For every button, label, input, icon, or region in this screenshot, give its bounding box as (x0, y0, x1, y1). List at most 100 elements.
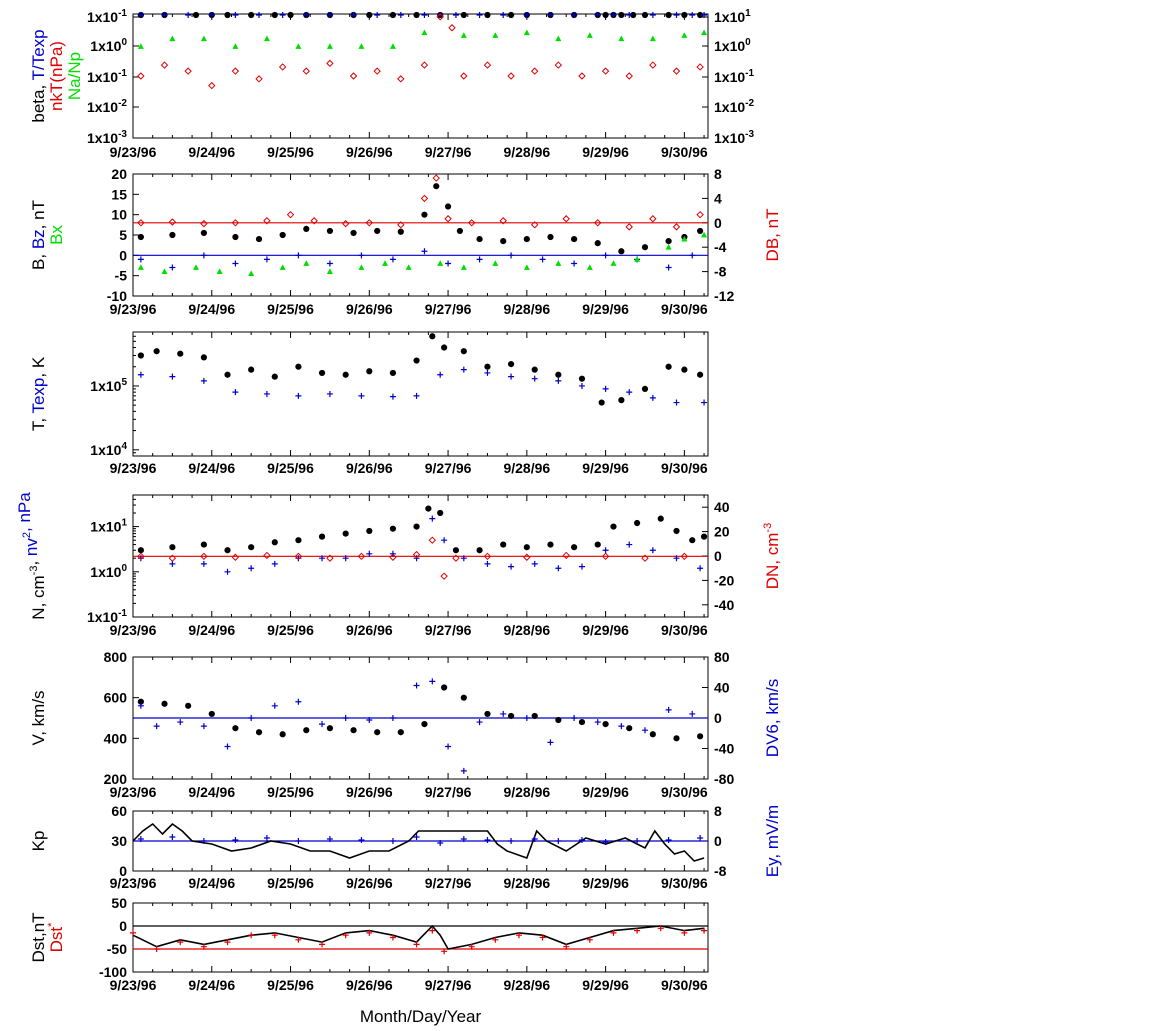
x-tick-label: 9/27/96 (425, 784, 472, 800)
x-tick-label: 9/23/96 (110, 622, 157, 638)
data-point (185, 702, 192, 709)
y-tick-label-right: 1x10-3 (714, 129, 754, 146)
data-point (571, 715, 578, 721)
data-point (224, 11, 231, 19)
data-point (382, 260, 389, 266)
y-tick-label-right: 0 (714, 548, 722, 564)
data-point (428, 536, 437, 544)
y-tick-label: 1x10-3 (87, 129, 127, 146)
y-axis-label: T, Texp, K (29, 356, 48, 431)
data-point (700, 533, 708, 540)
data-point (350, 12, 357, 18)
data-point (310, 217, 318, 225)
data-point (508, 563, 515, 570)
data-point (507, 360, 515, 368)
data-point (168, 554, 177, 562)
series (137, 11, 704, 19)
data-point (484, 11, 491, 19)
data-point (295, 936, 302, 943)
data-point (555, 371, 562, 378)
data-point (287, 11, 294, 19)
series (137, 536, 689, 580)
x-tick-label: 9/30/96 (661, 875, 708, 891)
data-point (452, 554, 460, 562)
y-tick-label-right: 20 (714, 524, 730, 540)
data-point (626, 389, 633, 396)
data-point (539, 256, 546, 263)
data-point (326, 725, 334, 732)
panel-p5: 9/23/96 9/24/96 9/25/96 9/26/96 9/27/96 9/28/… (29, 649, 782, 800)
data-point (231, 219, 240, 227)
series (137, 505, 708, 554)
data-point (523, 29, 530, 36)
data-point (200, 252, 207, 259)
data-point (432, 174, 440, 182)
data-point (366, 11, 373, 19)
data-point (318, 533, 326, 540)
data-point (697, 11, 704, 19)
data-point (208, 710, 215, 718)
y-tick-label: 800 (104, 649, 128, 665)
data-point (421, 248, 428, 255)
data-point (318, 369, 326, 377)
data-point (547, 233, 554, 241)
x-tick-label: 9/28/96 (503, 144, 550, 160)
data-point (389, 553, 397, 561)
data-point (389, 11, 397, 19)
data-point (184, 67, 192, 75)
data-point (594, 240, 601, 247)
data-point (531, 836, 538, 842)
data-point (161, 700, 168, 707)
data-point (326, 554, 334, 562)
data-point (555, 35, 562, 42)
y-tick-label: 1x10-1 (87, 68, 127, 85)
series (137, 13, 704, 90)
x-tick-label: 9/27/96 (425, 301, 472, 317)
data-point (413, 357, 420, 364)
x-tick-label: 9/23/96 (110, 784, 157, 800)
data-point (232, 233, 239, 241)
data-point (441, 684, 448, 691)
data-point (200, 838, 207, 844)
data-point (200, 560, 207, 567)
data-point (397, 729, 404, 736)
data-point (460, 767, 467, 774)
data-point (500, 541, 507, 548)
data-point (578, 375, 586, 382)
data-point (397, 75, 405, 83)
data-point (681, 366, 688, 373)
data-point (169, 834, 176, 840)
data-point (397, 228, 404, 235)
series (137, 231, 708, 277)
data-point (365, 219, 374, 227)
data-point (263, 217, 271, 225)
x-tick-label: 9/25/96 (267, 460, 314, 476)
data-point (571, 260, 578, 267)
x-tick-label: 9/27/96 (425, 622, 472, 638)
data-point (271, 373, 278, 380)
x-tick-label: 9/25/96 (267, 301, 314, 317)
x-tick-label: 9/23/96 (110, 875, 157, 891)
data-point (681, 235, 688, 242)
data-point (492, 32, 499, 38)
data-point (578, 382, 585, 389)
data-point (137, 256, 144, 263)
data-point (555, 377, 562, 384)
y-tick-label-right: 0 (714, 833, 722, 849)
data-point (248, 270, 255, 277)
data-point (610, 260, 617, 266)
data-point (397, 12, 404, 18)
data-point (437, 12, 444, 18)
data-point (232, 43, 239, 49)
data-point (547, 541, 554, 548)
data-point (618, 723, 625, 730)
data-point (319, 721, 326, 728)
x-tick-label: 9/28/96 (503, 784, 550, 800)
data-point (649, 12, 656, 18)
data-point (358, 252, 365, 259)
data-point (263, 551, 271, 560)
data-point (295, 537, 302, 544)
data-point (618, 35, 625, 42)
plot-frame (132, 13, 709, 139)
y-tick-label-right: -8 (714, 264, 727, 280)
